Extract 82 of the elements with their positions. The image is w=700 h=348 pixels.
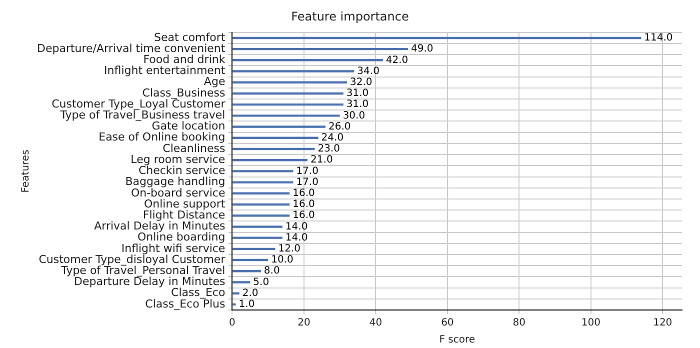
- bar: [232, 203, 290, 206]
- chart-title: Feature importance: [291, 9, 409, 24]
- bar: [232, 270, 261, 272]
- bar: [232, 258, 268, 262]
- y-tick-label: Baggage handling: [125, 175, 226, 188]
- x-tick-label: 120: [653, 318, 672, 329]
- data-label: 34.0: [357, 66, 380, 77]
- y-tick-label: Inflight wifi service: [121, 242, 226, 255]
- bar: [232, 126, 326, 128]
- data-label: 31.0: [346, 99, 369, 110]
- bar: [232, 292, 240, 294]
- bar: [232, 226, 282, 228]
- data-label: 21.0: [310, 154, 333, 166]
- y-tick-label: Customer Type_Loyal Customer: [52, 97, 226, 110]
- x-tick-label: 0: [229, 318, 236, 329]
- data-label: 31.0: [346, 88, 369, 100]
- data-label: 14.0: [285, 221, 308, 232]
- y-tick-label: Gate location: [152, 120, 226, 133]
- x-tick-label: 40: [369, 318, 382, 329]
- x-tick-label: 20: [298, 318, 310, 329]
- x-tick-label: 100: [581, 318, 600, 329]
- data-label: 1.0: [238, 299, 255, 310]
- x-tick-label: 80: [512, 318, 526, 329]
- bar: [232, 248, 276, 250]
- bar: [232, 70, 354, 72]
- bar: [232, 136, 318, 139]
- bar: [232, 170, 294, 172]
- data-label: 26.0: [328, 121, 351, 132]
- bar: [232, 158, 308, 162]
- y-tick-label: Departure Delay in Minutes: [74, 275, 226, 288]
- data-label: 17.0: [296, 166, 318, 177]
- data-label: 49.0: [410, 44, 434, 55]
- data-label: 42.0: [386, 54, 408, 66]
- y-tick-label: Class_Eco Plus: [145, 297, 226, 310]
- data-label: 16.0: [292, 188, 315, 199]
- y-tick-label: Online support: [144, 197, 226, 210]
- x-tick-label: 60: [441, 318, 454, 329]
- x-axis-title: F score: [439, 334, 476, 346]
- y-tick-label: Cleanliness: [162, 142, 226, 155]
- y-tick-label: Class_Business: [142, 86, 226, 100]
- bar: [232, 236, 282, 239]
- y-tick-label: Leg room service: [130, 152, 226, 166]
- data-label: 14.0: [285, 232, 308, 244]
- bar: [232, 281, 250, 284]
- bar: [232, 192, 290, 195]
- bar: [232, 92, 344, 95]
- y-tick-label: Arrival Delay in Minutes: [94, 220, 226, 233]
- y-tick-label: On-board service: [130, 186, 226, 200]
- bar: [232, 48, 408, 50]
- y-tick-label: Departure/Arrival time convenient: [36, 42, 226, 55]
- data-label: 16.0: [292, 210, 315, 222]
- y-axis-title: Features: [20, 150, 32, 193]
- y-tick-label: Online boarding: [137, 230, 226, 244]
- bar: [232, 81, 347, 84]
- bar: [232, 103, 344, 106]
- data-label: 32.0: [350, 76, 372, 88]
- y-tick-label: Checkin service: [138, 164, 226, 178]
- y-tick-label: Seat comfort: [154, 30, 226, 44]
- data-label: 17.0: [296, 176, 318, 188]
- data-label: 114.0: [644, 32, 673, 44]
- bar: [232, 59, 383, 62]
- bar: [232, 214, 290, 217]
- data-label: 12.0: [278, 244, 301, 255]
- y-tick-label: Type of Travel_Business travel: [59, 108, 226, 122]
- y-tick-label: Class_Eco: [171, 286, 226, 300]
- data-label: 10.0: [271, 254, 294, 266]
- data-label: 5.0: [253, 276, 270, 288]
- data-label: 30.0: [342, 110, 366, 122]
- bar: [232, 148, 315, 150]
- data-label: 23.0: [318, 144, 340, 155]
- bar: [232, 114, 340, 117]
- bar: [232, 36, 642, 40]
- data-label: 24.0: [321, 132, 344, 144]
- y-tick-label: Food and drink: [143, 53, 226, 66]
- bar: [232, 303, 236, 306]
- y-tick-label: Ease of Online booking: [98, 130, 226, 144]
- data-label: 2.0: [242, 288, 258, 299]
- data-label: 8.0: [264, 266, 280, 277]
- bar: [232, 181, 294, 184]
- y-tick-label: Age: [204, 75, 226, 88]
- data-label: 16.0: [292, 199, 315, 210]
- y-tick-label: Inflight entertainment: [104, 64, 226, 78]
